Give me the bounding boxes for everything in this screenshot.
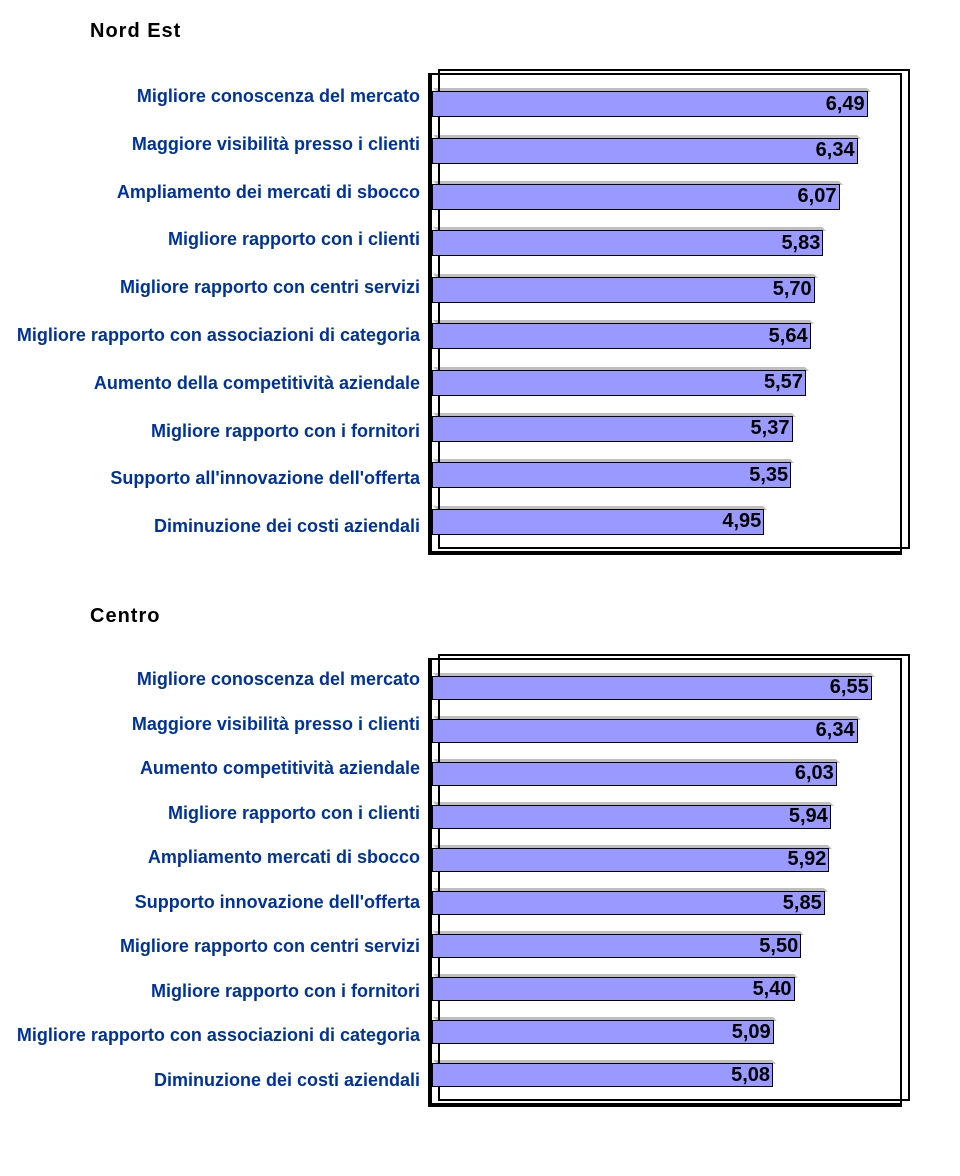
bar-value: 6,49 <box>826 93 865 116</box>
bar-row: 5,08 <box>432 1063 900 1087</box>
chart-body: Migliore conoscenza del mercato Maggiore … <box>0 73 960 555</box>
bar-value: 5,37 <box>751 417 790 440</box>
bar <box>432 934 801 958</box>
bar <box>432 323 811 349</box>
bar-value: 5,09 <box>732 1021 771 1044</box>
category-label: Ampliamento mercati di sbocco <box>0 847 420 869</box>
bar <box>432 1020 774 1044</box>
bar <box>432 891 825 915</box>
bar-row: 5,92 <box>432 848 900 872</box>
bar-value: 6,03 <box>795 762 834 785</box>
bar-value: 5,70 <box>773 278 812 301</box>
bar-value: 5,08 <box>731 1064 770 1087</box>
bar <box>432 977 795 1001</box>
bar-value: 5,94 <box>789 805 828 828</box>
category-label: Supporto innovazione dell'offerta <box>0 892 420 914</box>
bar <box>432 416 793 442</box>
bar-row: 5,64 <box>432 323 900 349</box>
bar <box>432 1063 773 1087</box>
category-label: Migliore rapporto con i clienti <box>0 803 420 825</box>
category-label: Migliore rapporto con associazioni di ca… <box>0 1025 420 1047</box>
bar <box>432 676 872 700</box>
category-label: Migliore rapporto con i fornitori <box>0 421 420 443</box>
bar-value: 5,57 <box>764 371 803 394</box>
chart-nord-est: Nord Est Migliore conoscenza del mercato… <box>0 20 960 555</box>
chart-title: Nord Est <box>90 20 960 43</box>
category-label: Migliore rapporto con centri servizi <box>0 936 420 958</box>
bar <box>432 462 791 488</box>
bar-row: 6,49 <box>432 91 900 117</box>
bar-value: 4,95 <box>722 510 761 533</box>
bar-row: 5,85 <box>432 891 900 915</box>
bar <box>432 138 858 164</box>
bar <box>432 370 806 396</box>
bar-row: 5,35 <box>432 462 900 488</box>
category-label: Migliore rapporto con centri servizi <box>0 277 420 299</box>
bar-row: 5,83 <box>432 230 900 256</box>
bar-value: 5,85 <box>783 892 822 915</box>
category-label: Migliore rapporto con i clienti <box>0 229 420 251</box>
bars-container: 6,49 6,34 6,07 5,83 5,70 5,64 5,57 5,37 5,35 4,95 <box>432 75 900 551</box>
chart-title: Centro <box>90 605 960 628</box>
category-label: Migliore rapporto con associazioni di ca… <box>0 325 420 347</box>
category-label: Migliore conoscenza del mercato <box>0 86 420 108</box>
bar-value: 5,83 <box>781 232 820 255</box>
category-label: Aumento competitività aziendale <box>0 758 420 780</box>
bar-value: 6,55 <box>830 676 869 699</box>
bar <box>432 509 764 535</box>
bar-value: 5,35 <box>749 464 788 487</box>
bar <box>432 184 840 210</box>
category-label: Migliore rapporto con i fornitori <box>0 981 420 1003</box>
bar-row: 5,09 <box>432 1020 900 1044</box>
category-label: Diminuzione dei costi aziendali <box>0 516 420 538</box>
plot-column: 6,55 6,34 6,03 5,94 5,92 5,85 5,50 5,40 5,09 5,08 <box>428 658 902 1107</box>
bar <box>432 848 829 872</box>
bar-value: 6,34 <box>816 719 855 742</box>
chart-centro: Centro Migliore conoscenza del mercato Ma… <box>0 605 960 1107</box>
bar-value: 5,50 <box>759 935 798 958</box>
bar-row: 5,57 <box>432 370 900 396</box>
bar-row: 6,34 <box>432 719 900 743</box>
bar-row: 6,03 <box>432 762 900 786</box>
bar-row: 6,07 <box>432 184 900 210</box>
chart-body: Migliore conoscenza del mercato Maggiore … <box>0 658 960 1107</box>
bar-row: 6,34 <box>432 138 900 164</box>
bar-row: 5,94 <box>432 805 900 829</box>
category-label: Supporto all'innovazione dell'offerta <box>0 468 420 490</box>
bar <box>432 762 837 786</box>
bar <box>432 91 868 117</box>
bar-value: 6,34 <box>816 139 855 162</box>
bar-value: 6,07 <box>798 185 837 208</box>
category-label: Maggiore visibilità presso i clienti <box>0 134 420 156</box>
bar-row: 5,70 <box>432 277 900 303</box>
category-label: Ampliamento dei mercati di sbocco <box>0 182 420 204</box>
bar-value: 5,40 <box>753 978 792 1001</box>
bar-row: 4,95 <box>432 509 900 535</box>
category-label: Aumento della competitività aziendale <box>0 373 420 395</box>
bar-row: 5,40 <box>432 977 900 1001</box>
bar <box>432 230 823 256</box>
category-label: Migliore conoscenza del mercato <box>0 669 420 691</box>
category-label: Maggiore visibilità presso i clienti <box>0 714 420 736</box>
category-label: Diminuzione dei costi aziendali <box>0 1070 420 1092</box>
bar-row: 6,55 <box>432 676 900 700</box>
plot-box: 6,55 6,34 6,03 5,94 5,92 5,85 5,50 5,40 5,09 5,08 <box>432 658 902 1103</box>
plot-box: 6,49 6,34 6,07 5,83 5,70 5,64 5,57 5,37 5,35 4,95 <box>432 73 902 551</box>
bar-row: 5,50 <box>432 934 900 958</box>
plot-column: 6,49 6,34 6,07 5,83 5,70 5,64 5,57 5,37 5,35 4,95 <box>428 73 902 555</box>
labels-column: Migliore conoscenza del mercato Maggiore … <box>0 73 428 551</box>
bar-value: 5,92 <box>787 848 826 871</box>
bar <box>432 277 815 303</box>
bars-container: 6,55 6,34 6,03 5,94 5,92 5,85 5,50 5,40 5,09 5,08 <box>432 660 900 1103</box>
labels-column: Migliore conoscenza del mercato Maggiore … <box>0 658 428 1103</box>
bar-value: 5,64 <box>769 325 808 348</box>
bar <box>432 805 831 829</box>
bar-row: 5,37 <box>432 416 900 442</box>
bar <box>432 719 858 743</box>
